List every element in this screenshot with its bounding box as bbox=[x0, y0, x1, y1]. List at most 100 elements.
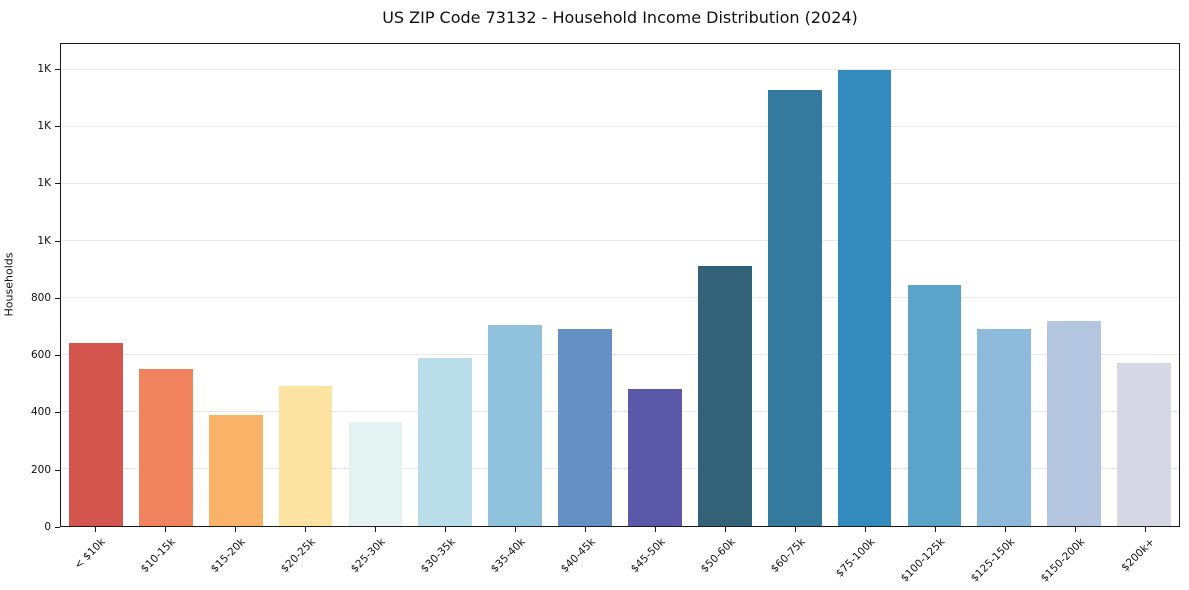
x-tick-label: $75-100k bbox=[833, 536, 878, 580]
y-tick-mark bbox=[55, 412, 60, 414]
x-tick: $125-150k bbox=[968, 527, 1040, 587]
bar-40-45k bbox=[558, 329, 612, 526]
x-tick-mark bbox=[935, 527, 936, 532]
x-tick-mark bbox=[725, 527, 726, 532]
gridline bbox=[61, 68, 1179, 70]
bar-slot bbox=[61, 44, 131, 526]
x-tick-label: $60-75k bbox=[768, 536, 808, 576]
x-tick-label: $200k+ bbox=[1119, 536, 1158, 574]
bar-10-15k bbox=[138, 369, 193, 526]
x-tick-label: $50-60k bbox=[698, 536, 738, 576]
x-tick: $100-125k bbox=[898, 527, 970, 587]
bar-slot bbox=[271, 44, 341, 526]
y-tick-label: 800 bbox=[30, 291, 51, 304]
x-tick: < $10k bbox=[60, 527, 130, 587]
x-tick: $150-200k bbox=[1038, 527, 1110, 587]
gridline bbox=[61, 353, 1179, 355]
x-tick-mark bbox=[375, 527, 376, 532]
x-tick-label: < $10k bbox=[71, 536, 108, 572]
x-tick-label: $25-30k bbox=[348, 536, 388, 576]
bar-200k bbox=[1117, 363, 1171, 526]
bar-45-50k bbox=[628, 389, 682, 526]
x-tick-label: $15-20k bbox=[208, 536, 248, 576]
x-tick: $35-40k bbox=[480, 527, 550, 587]
x-tick-label: $100-125k bbox=[898, 536, 948, 585]
x-tick-mark bbox=[585, 527, 586, 532]
x-tick-mark bbox=[1075, 527, 1076, 532]
x-tick: $10-15k bbox=[130, 527, 200, 587]
y-tick-label: 1K bbox=[37, 62, 51, 75]
x-tick-label: $125-150k bbox=[968, 536, 1018, 585]
bar-slot bbox=[1109, 44, 1179, 526]
x-tick-mark bbox=[515, 527, 516, 532]
gridline bbox=[61, 125, 1179, 127]
bar-50-60k bbox=[697, 266, 752, 526]
x-tick: $25-30k bbox=[340, 527, 410, 587]
gridline bbox=[61, 239, 1179, 241]
y-tick-label: 200 bbox=[30, 463, 51, 476]
x-axis: < $10k $10-15k $15-20k $20-25k $25-30k $30-35… bbox=[60, 527, 1180, 587]
bar-125-150k bbox=[977, 329, 1032, 526]
gridline bbox=[61, 182, 1179, 184]
x-tick-label: $150-200k bbox=[1038, 536, 1088, 585]
gridline bbox=[61, 296, 1179, 298]
x-tick-label: $40-45k bbox=[558, 536, 598, 576]
bar-slot bbox=[341, 44, 411, 526]
x-tick: $45-50k bbox=[620, 527, 690, 587]
x-tick-mark bbox=[655, 527, 656, 532]
bar-15-20k bbox=[208, 414, 263, 526]
x-tick-label: $35-40k bbox=[488, 536, 528, 576]
y-tick-label: 600 bbox=[30, 349, 51, 362]
y-tick-label: 400 bbox=[30, 406, 51, 419]
bar-100-125k bbox=[907, 285, 962, 526]
y-tick-label: 1K bbox=[37, 120, 51, 133]
bar-slot bbox=[550, 44, 620, 526]
x-tick: $30-35k bbox=[410, 527, 480, 587]
gridline bbox=[61, 410, 1179, 412]
y-axis: 0 200 400 600 800 1K 1K 1K 1K bbox=[0, 43, 60, 533]
gridline bbox=[61, 467, 1179, 469]
bars-row bbox=[61, 44, 1179, 526]
y-tick-label: 1K bbox=[37, 177, 51, 190]
bar-slot bbox=[969, 44, 1039, 526]
bar-75-100k bbox=[837, 69, 892, 526]
x-tick-mark bbox=[235, 527, 236, 532]
y-tick-mark bbox=[55, 297, 60, 299]
x-tick-mark bbox=[865, 527, 866, 532]
bar-slot bbox=[410, 44, 480, 526]
x-tick-mark bbox=[445, 527, 446, 532]
bar-10k bbox=[69, 343, 123, 526]
y-tick-mark bbox=[55, 126, 60, 128]
x-tick-mark bbox=[1145, 527, 1146, 532]
x-tick: $20-25k bbox=[270, 527, 340, 587]
x-tick: $15-20k bbox=[200, 527, 270, 587]
x-tick-mark bbox=[305, 527, 306, 532]
bar-150-200k bbox=[1047, 320, 1102, 526]
bar-slot bbox=[201, 44, 271, 526]
x-tick-label: $30-35k bbox=[418, 536, 458, 576]
bar-slot bbox=[620, 44, 690, 526]
y-tick-label: 1K bbox=[37, 234, 51, 247]
y-tick-mark bbox=[55, 68, 60, 70]
x-tick-mark bbox=[165, 527, 166, 532]
y-tick-mark bbox=[55, 469, 60, 471]
x-tick: $40-45k bbox=[550, 527, 620, 587]
bar-25-30k bbox=[348, 421, 403, 526]
bar-slot bbox=[690, 44, 760, 526]
y-tick-mark bbox=[55, 240, 60, 242]
bar-slot bbox=[830, 44, 900, 526]
x-tick-label: $20-25k bbox=[278, 536, 318, 576]
x-tick: $50-60k bbox=[690, 527, 760, 587]
x-tick-label: $10-15k bbox=[138, 536, 178, 576]
y-tick-mark bbox=[55, 355, 60, 357]
x-tick: $200k+ bbox=[1110, 527, 1180, 587]
chart-title: US ZIP Code 73132 - Household Income Dis… bbox=[382, 8, 858, 27]
x-tick: $75-100k bbox=[830, 527, 900, 587]
bar-slot bbox=[480, 44, 550, 526]
bar-slot bbox=[760, 44, 830, 526]
x-tick-label: $45-50k bbox=[628, 536, 668, 576]
y-tick-mark bbox=[55, 527, 60, 528]
bar-35-40k bbox=[488, 324, 543, 526]
x-tick: $60-75k bbox=[760, 527, 830, 587]
